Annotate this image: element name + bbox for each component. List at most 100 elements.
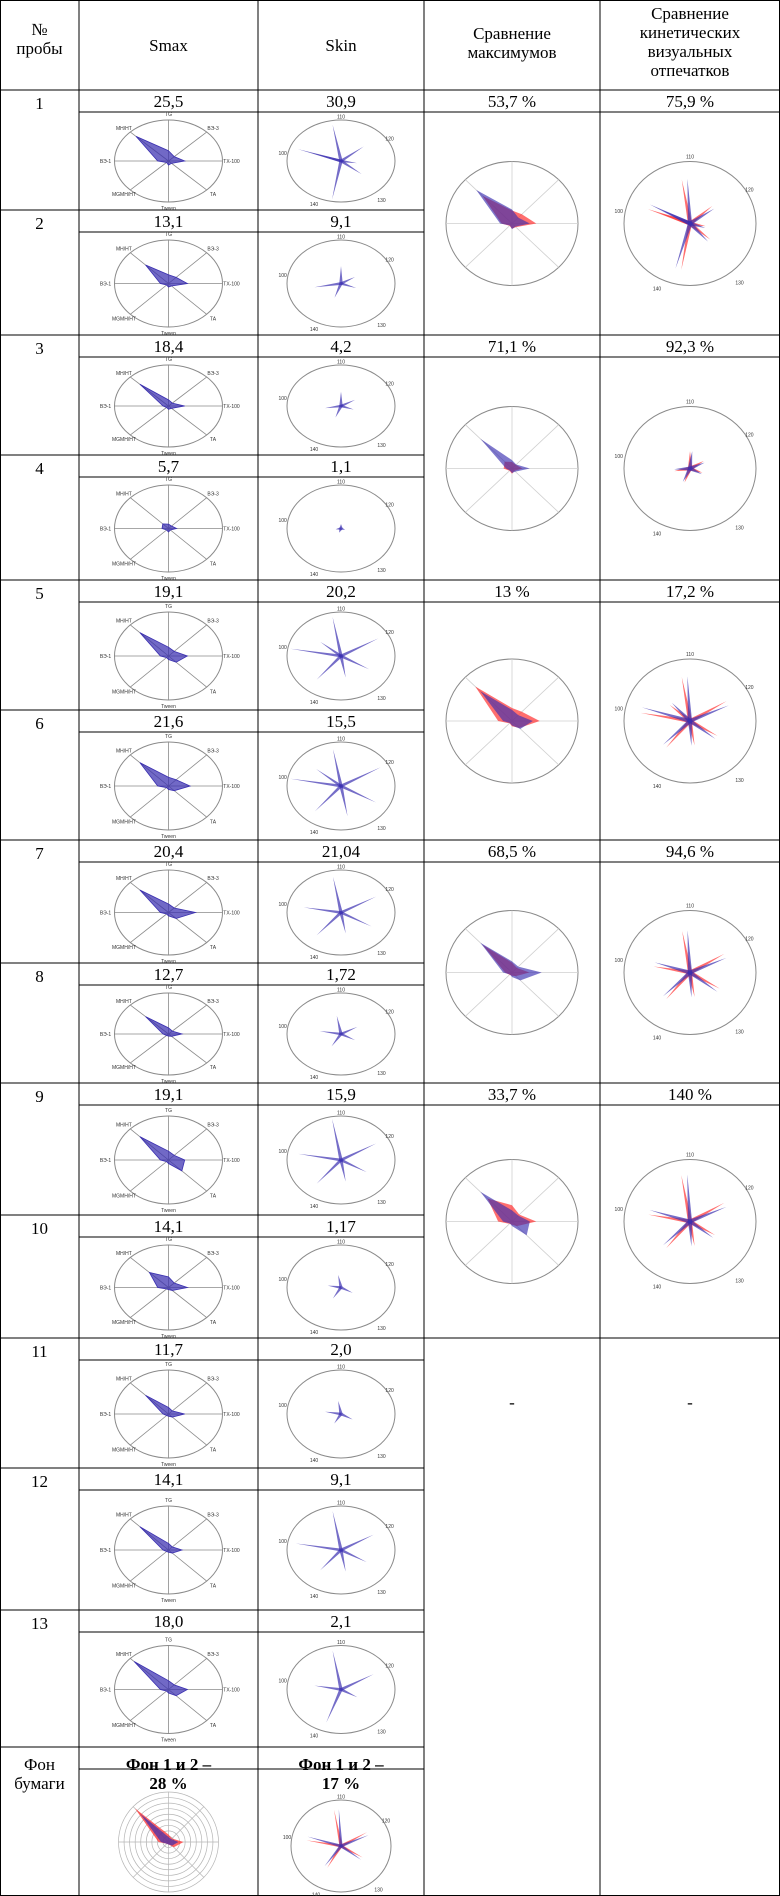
axis-label: MH/HT xyxy=(116,1377,132,1383)
kin-tick-label: 130 xyxy=(377,826,386,832)
axis-label: Tween xyxy=(161,331,176,337)
skin-value: 9,1 xyxy=(330,1470,352,1489)
smax-radar-chart: TG ВЭ-3 ТХ-100 ТА Tween MGMH/HT ВЭ-1 MH/HT xyxy=(100,112,240,212)
axis-label: Tween xyxy=(161,959,176,965)
kin-tick-label: 140 xyxy=(310,1458,319,1464)
kin-ray xyxy=(340,1412,353,1420)
axis-label: MH/HT xyxy=(116,1513,132,1519)
kin-ray xyxy=(340,282,357,288)
kin-ray xyxy=(688,208,715,226)
kin-tick-label: 120 xyxy=(385,630,394,636)
compare-kin-value: 92,3 % xyxy=(665,337,715,356)
axis-label: Tween xyxy=(161,206,176,212)
axis-label: MH/HT xyxy=(116,1251,132,1257)
kin-tick-label: 100 xyxy=(615,707,624,713)
kin-tick-label: 140 xyxy=(310,1075,319,1081)
axis-label: ВЭ-3 xyxy=(207,1123,219,1129)
axis-label: Tween xyxy=(161,834,176,840)
skin-star-chart: 110 120 130 140 100 xyxy=(279,988,396,1081)
axis-label: ТХ-100 xyxy=(223,1032,240,1038)
sample-number: 11 xyxy=(31,1342,48,1361)
smax-radar-chart: TG ВЭ-3 ТХ-100 ТА Tween MGMH/HT ВЭ-1 MH/HT xyxy=(100,1498,240,1604)
skin-value: 21,04 xyxy=(321,842,361,861)
sample-number: 12 xyxy=(31,1472,48,1491)
kin-ray xyxy=(687,676,693,722)
skin-value: 1,17 xyxy=(326,1217,356,1236)
kin-ray xyxy=(338,1809,343,1847)
sample-number: 2 xyxy=(35,214,44,233)
kin-ray xyxy=(326,1689,343,1723)
kin-ray xyxy=(675,222,692,269)
kin-ray xyxy=(290,648,342,658)
axis-label: MGMH/HT xyxy=(112,1065,136,1071)
kin-tick-label: 100 xyxy=(279,151,288,157)
axis-label: ТХ-100 xyxy=(223,404,240,410)
kin-ray xyxy=(339,528,343,533)
smax-value: 21,6 xyxy=(153,712,184,731)
kin-ray xyxy=(331,1033,343,1047)
axis-label: ТА xyxy=(210,689,217,695)
kin-tick-label: 110 xyxy=(686,400,694,406)
kin-ray xyxy=(661,210,691,226)
smax-profile xyxy=(148,1271,189,1291)
skin-value: 30,9 xyxy=(326,92,356,111)
compare-profile-blue xyxy=(480,691,533,729)
axis-label: ВЭ-3 xyxy=(207,619,219,625)
kin-ray xyxy=(333,876,343,913)
background-smax: Фон 1 и 2 – 28 % xyxy=(125,1755,212,1793)
smax-radar-chart: TG ВЭ-3 ТХ-100 ТА Tween MGMH/HT ВЭ-1 MH/HT xyxy=(100,477,240,582)
axis-label: ТХ-100 xyxy=(223,282,240,288)
axis-label: MGMH/HT xyxy=(112,689,136,695)
kin-ray xyxy=(340,1674,374,1691)
skin-value: 2,1 xyxy=(330,1612,352,1631)
kin-tick-label: 130 xyxy=(377,951,386,957)
compare-profile-blue xyxy=(480,942,542,981)
kin-ray xyxy=(687,930,693,973)
smax-value: 19,1 xyxy=(153,1085,184,1104)
background-skin-chart: 110 120 130 140 100 xyxy=(283,1794,392,1896)
kin-ray xyxy=(340,1158,367,1173)
sample-number: 3 xyxy=(35,339,44,358)
kin-ray xyxy=(335,405,343,418)
kin-tick-label: 110 xyxy=(686,155,694,161)
kin-ray xyxy=(314,1685,342,1691)
axis-label: Tween xyxy=(161,1208,176,1214)
skin-star-chart: 110 120 130 140 100 xyxy=(279,235,396,333)
axis-label: ВЭ-3 xyxy=(207,1652,219,1658)
smax-value: 18,0 xyxy=(153,1612,184,1631)
axis-label: Tween xyxy=(161,1079,176,1085)
axis-label: TG xyxy=(165,1638,172,1644)
kin-ray xyxy=(689,462,705,471)
axis-label: Tween xyxy=(161,451,176,457)
kin-tick-label: 100 xyxy=(615,958,624,964)
header-compare-kinetic: Сравнение кинетических визуальных отпеча… xyxy=(639,4,741,80)
header-compare-maximums: Сравнение максимумов xyxy=(467,24,557,62)
kin-ray xyxy=(332,1286,343,1299)
axis-label: ВЭ-3 xyxy=(207,491,219,497)
smax-radar-chart: TG ВЭ-3 ТХ-100 ТА Tween MGMH/HT ВЭ-1 MH/HT xyxy=(100,734,240,840)
kin-tick-label: 130 xyxy=(377,1200,386,1206)
kin-tick-label: 120 xyxy=(745,1185,754,1191)
kin-tick-label: 110 xyxy=(337,736,345,742)
kin-ray xyxy=(687,1221,693,1247)
compare-max-chart xyxy=(445,406,579,531)
skin-value: 1,1 xyxy=(330,457,352,476)
axis-label: TG xyxy=(165,112,172,118)
smax-profile xyxy=(135,135,187,166)
kin-ray xyxy=(332,1118,343,1161)
kin-ray xyxy=(332,1650,343,1690)
kin-tick-label: 140 xyxy=(653,784,662,790)
kin-tick-label: 120 xyxy=(745,432,754,438)
kin-ray xyxy=(316,655,343,680)
kin-tick-label: 120 xyxy=(382,1819,391,1825)
axis-label: ВЭ-3 xyxy=(207,749,219,755)
kin-ray xyxy=(660,213,691,226)
background-smax-chart xyxy=(118,1791,219,1893)
kin-tick-label: 130 xyxy=(735,778,744,784)
skin-star-chart: 110 120 130 140 100 xyxy=(279,865,396,961)
axis-label: MGMH/HT xyxy=(112,1193,136,1199)
kin-ray xyxy=(340,399,356,408)
kin-ray xyxy=(340,1548,367,1563)
kin-ray xyxy=(671,702,692,723)
kin-tick-label: 120 xyxy=(745,187,754,193)
